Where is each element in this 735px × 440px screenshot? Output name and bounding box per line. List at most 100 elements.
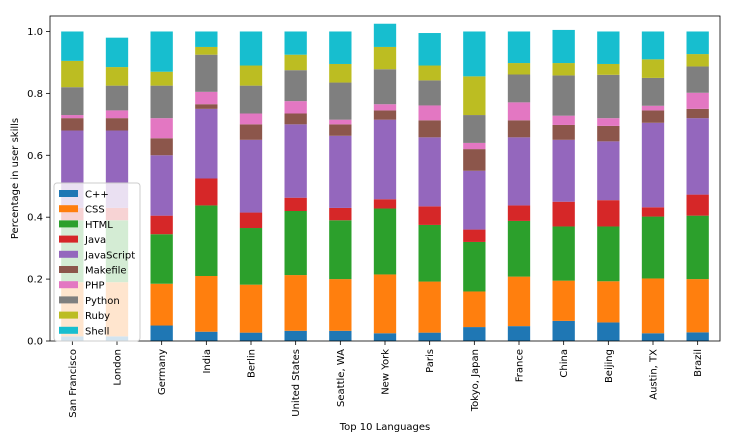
bar-segment-html-7 [373,208,397,275]
bar-segment-python-14 [686,66,709,93]
bar-segment-javascript-4 [239,139,263,213]
bar-segment-python-0 [61,87,84,116]
bar-segment-css-12 [597,281,620,323]
bar-segment-shell-0 [61,31,84,61]
bar-segment-shell-14 [686,31,709,55]
bar-segment-php-4 [239,113,263,125]
legend-swatch-ruby [59,311,78,319]
bar-segment-javascript-6 [329,135,352,208]
bar-segment-java-13 [641,207,665,217]
bar-segment-ruby-10 [507,63,531,75]
bar-segment-makefile-13 [641,110,665,123]
bar-segment-java-3 [195,178,218,206]
x-tick-label: France [515,349,526,382]
legend-label: Ruby [85,311,110,322]
bar-segment-ruby-4 [239,65,263,86]
legend-label: C++ [85,190,109,201]
bar-segment-php-2 [150,118,173,139]
bar-segment-php-7 [373,104,397,111]
bar-segment-shell-2 [150,31,173,72]
x-tick-label: Austin, TX [649,349,660,400]
bar-segment-ruby-6 [329,63,352,83]
bar-segment-shell-10 [507,31,531,64]
bar-segment-ruby-9 [463,76,486,116]
legend-label: Makefile [85,266,127,277]
y-tick-label: 0.6 [27,151,43,162]
x-tick-label: Berlin [247,349,258,378]
x-tick-label: Tokyo, Japan [470,349,481,412]
legend-label: CSS [85,205,105,216]
bar-segment-html-4 [239,228,263,285]
legend-label: HTML [85,220,113,231]
bar-segment-c--11 [552,320,575,341]
bar-segment-css-3 [195,276,218,332]
bar-segment-makefile-5 [284,113,307,125]
bar-segment-makefile-0 [61,118,84,131]
bar-segment-php-8 [418,105,441,121]
bar-segment-html-2 [150,234,173,284]
bar-segment-makefile-11 [552,124,575,140]
legend-swatch-java [59,235,78,243]
bar-segment-c--14 [686,332,709,341]
x-tick-label: Germany [157,349,168,395]
bar-segment-java-9 [463,229,486,242]
bar-segment-java-14 [686,194,709,216]
bar-segment-makefile-14 [686,108,709,119]
bar-segment-php-6 [329,119,352,125]
bar-segment-makefile-4 [239,124,263,140]
y-tick-label: 1.0 [27,27,43,38]
bar-segment-javascript-7 [373,119,397,200]
legend-swatch-makefile [59,266,78,273]
bar-segment-c--3 [195,331,218,341]
x-tick-label: Paris [425,349,436,373]
bar-segment-java-7 [373,199,397,209]
bar-segment-ruby-1 [105,67,129,86]
bar-segment-html-8 [418,224,441,282]
bar-segment-php-10 [507,102,531,121]
bar-segment-php-0 [61,115,84,119]
y-axis-label: Percentage in user skills [10,118,21,239]
bar-segment-ruby-13 [641,59,665,78]
bar-segment-php-1 [105,110,129,119]
bar-segment-css-9 [463,291,486,328]
bar-segment-python-8 [418,80,441,106]
bar-segment-javascript-11 [552,139,575,202]
bar-segment-c--8 [418,332,441,341]
bar-segment-shell-8 [418,33,441,66]
bar-segment-ruby-3 [195,46,218,55]
bar-segment-makefile-9 [463,149,486,171]
bar-segment-shell-6 [329,31,352,64]
bar-segment-php-13 [641,105,665,111]
bar-segment-c--7 [373,333,397,341]
bar-segment-python-4 [239,85,263,114]
y-tick-label: 0.4 [27,213,43,224]
bar-segment-css-7 [373,274,397,334]
x-tick-label: China [559,349,570,378]
y-tick-label: 0.8 [27,89,43,100]
legend-label: Java [84,235,106,246]
bar-segment-javascript-8 [418,137,441,207]
bar-segment-makefile-12 [597,125,620,142]
bar-segment-ruby-12 [597,63,620,75]
bar-segment-makefile-7 [373,110,397,120]
bar-segment-css-5 [284,275,307,331]
bar-segment-python-1 [105,85,129,111]
bar-segment-ruby-2 [150,71,173,86]
bar-segment-javascript-5 [284,124,307,198]
bar-segment-css-4 [239,284,263,333]
x-tick-label: London [113,349,124,386]
bar-segment-c--5 [284,330,307,341]
bar-segment-python-6 [329,82,352,120]
bar-segment-css-11 [552,280,575,321]
bar-segment-java-10 [507,205,531,221]
bar-segment-python-13 [641,77,665,106]
bar-segment-python-2 [150,85,173,119]
bar-segment-css-14 [686,279,709,333]
bar-segment-html-12 [597,226,620,282]
legend-swatch-c- [59,190,78,197]
x-tick-label: India [202,349,213,374]
bar-segment-css-6 [329,279,352,331]
bar-segment-css-2 [150,283,173,326]
bar-segment-ruby-14 [686,54,709,67]
